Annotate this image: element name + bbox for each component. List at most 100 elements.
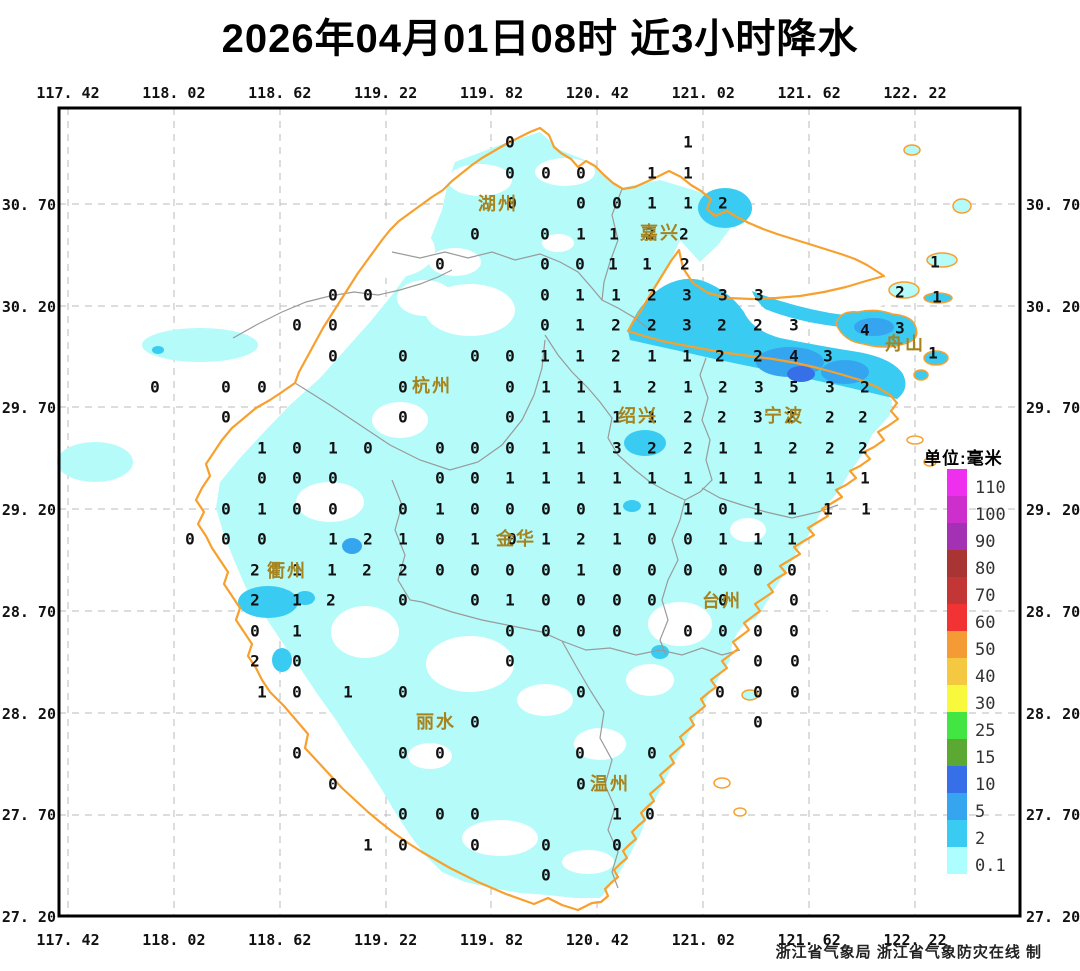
precip-value: 0 [541, 622, 551, 641]
precip-value: 0 [505, 408, 515, 427]
precip-value: 1 [612, 408, 622, 427]
precip-value: 2 [250, 591, 260, 610]
precip-value: 2 [250, 652, 260, 671]
precip-value: 0 [470, 561, 480, 580]
precip-value: 1 [683, 500, 693, 519]
precip-value: 0 [398, 744, 408, 763]
page-title: 2026年04月01日08时 近3小时降水 [221, 17, 859, 61]
precip-value: 0 [470, 225, 480, 244]
precip-value: 3 [823, 347, 833, 366]
legend-swatch [947, 712, 967, 739]
precip-value: 0 [470, 500, 480, 519]
axis-tick-label: 27. 70 [1, 806, 56, 825]
precip-value: 0 [541, 866, 551, 885]
precip-value: 0 [541, 164, 551, 183]
city-label: 宁波 [764, 405, 804, 426]
axis-tick-label: 121. 02 [671, 84, 735, 102]
city-label: 金华 [495, 528, 536, 549]
precip-value: 1 [612, 469, 622, 488]
city-label: 衢州 [267, 560, 307, 581]
precip-value: 2 [363, 530, 373, 549]
axis-tick-label: 121. 02 [671, 931, 735, 949]
legend-swatch [947, 766, 967, 793]
axis-tick-label: 30. 20 [1026, 297, 1080, 316]
precip-value: 0 [753, 561, 763, 580]
precip-value: 0 [718, 622, 728, 641]
precip-value: 0 [398, 836, 408, 855]
legend-label: 5 [975, 802, 986, 822]
precip-value: 0 [221, 530, 231, 549]
precip-value: 1 [683, 378, 693, 397]
precip-value: 0 [398, 591, 408, 610]
precip-value: 1 [932, 288, 942, 307]
precip-value: 0 [470, 347, 480, 366]
legend-label: 0.1 [975, 856, 1006, 876]
precip-value: 2 [715, 347, 725, 366]
precip-value: 0 [612, 622, 622, 641]
precip-value: 0 [505, 500, 515, 519]
precip-value: 0 [292, 500, 302, 519]
precip-value: 0 [363, 286, 373, 305]
precip-value: 1 [753, 439, 763, 458]
precip-value: 0 [540, 225, 550, 244]
precip-value: 2 [718, 194, 728, 213]
precip-value: 0 [435, 805, 445, 824]
axis-tick-label: 121. 62 [777, 931, 841, 949]
axis-tick-label: 27. 70 [1026, 806, 1080, 825]
precip-value: 0 [540, 316, 550, 335]
precip-value: 3 [825, 378, 835, 397]
precip-value: 0 [398, 683, 408, 702]
precip-value: 1 [930, 253, 940, 272]
precip-value: 0 [647, 530, 657, 549]
precip-value: 0 [505, 164, 515, 183]
precip-value: 0 [435, 469, 445, 488]
precip-value: 0 [150, 378, 160, 397]
precip-value: 1 [647, 347, 657, 366]
precip-value: 0 [470, 439, 480, 458]
city-label: 杭州 [412, 375, 452, 396]
axis-tick-label: 117. 42 [36, 931, 100, 949]
axis-tick-label: 29. 70 [1026, 399, 1080, 418]
precip-value: 1 [823, 500, 833, 519]
legend-swatch [947, 847, 967, 874]
precip-value: 3 [895, 319, 905, 338]
precip-value: 1 [609, 225, 619, 244]
legend-swatch [947, 685, 967, 712]
precip-value: 1 [683, 133, 693, 152]
city-label: 温州 [590, 774, 630, 794]
precip-value: 0 [470, 836, 480, 855]
precip-value: 4 [789, 347, 799, 366]
precip-value: 1 [612, 805, 622, 824]
precip-value: 2 [717, 316, 727, 335]
precip-value: 1 [753, 500, 763, 519]
precip-value: 0 [576, 622, 586, 641]
precip-value: 0 [505, 378, 515, 397]
precip-value: 1 [861, 500, 871, 519]
axis-tick-label: 28. 70 [1026, 602, 1080, 621]
precip-value: 0 [292, 316, 302, 335]
precip-value: 2 [398, 561, 408, 580]
precip-value: 0 [683, 622, 693, 641]
islands [713, 144, 972, 817]
precip-value: 1 [611, 286, 621, 305]
precip-value: 0 [470, 469, 480, 488]
axis-tick-label: 122. 22 [883, 931, 947, 949]
precip-value: 1 [540, 347, 550, 366]
precip-value: 2 [611, 316, 621, 335]
precip-value: 0 [612, 591, 622, 610]
precip-value: 0 [505, 652, 515, 671]
precip-value: 0 [789, 591, 799, 610]
axis-tick-label: 30. 20 [1, 297, 56, 316]
precip-value: 1 [753, 530, 763, 549]
precip-value: 0 [292, 469, 302, 488]
legend-swatch [947, 820, 967, 847]
precip-value: 1 [612, 500, 622, 519]
precip-value: 1 [753, 469, 763, 488]
precip-value: 2 [858, 439, 868, 458]
precip-value: 0 [507, 194, 517, 213]
axis-tick-label: 118. 02 [142, 84, 206, 102]
precip-value: 0 [292, 744, 302, 763]
precip-value: 0 [470, 713, 480, 732]
legend-swatch [947, 469, 967, 496]
precip-value: 1 [787, 469, 797, 488]
